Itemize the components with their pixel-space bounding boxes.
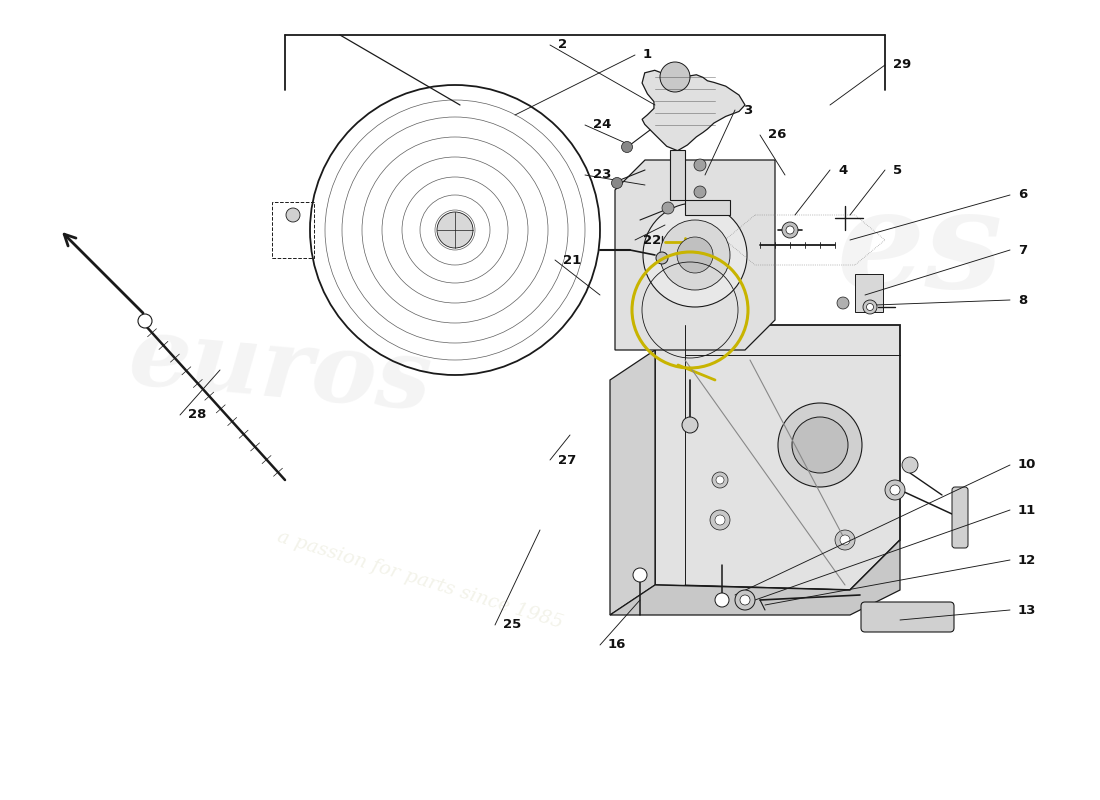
Polygon shape <box>642 70 745 150</box>
Circle shape <box>786 226 794 234</box>
Circle shape <box>621 142 632 153</box>
Text: 24: 24 <box>593 118 612 131</box>
Circle shape <box>612 178 623 189</box>
Circle shape <box>740 595 750 605</box>
Circle shape <box>660 220 730 290</box>
Text: 29: 29 <box>893 58 911 71</box>
Text: 8: 8 <box>1018 294 1027 306</box>
Circle shape <box>138 314 152 328</box>
Circle shape <box>735 590 755 610</box>
Text: a passion for parts since 1985: a passion for parts since 1985 <box>275 528 565 632</box>
Circle shape <box>716 476 724 484</box>
Circle shape <box>644 203 747 307</box>
Text: 28: 28 <box>188 409 207 422</box>
Text: 1: 1 <box>644 49 652 62</box>
Circle shape <box>694 159 706 171</box>
Text: 13: 13 <box>1018 603 1036 617</box>
Circle shape <box>682 417 698 433</box>
Circle shape <box>778 403 862 487</box>
Text: 21: 21 <box>563 254 581 266</box>
Circle shape <box>864 300 877 314</box>
Polygon shape <box>615 160 776 350</box>
Text: 12: 12 <box>1018 554 1036 566</box>
Circle shape <box>902 457 918 473</box>
Text: 22: 22 <box>644 234 661 246</box>
Circle shape <box>694 186 706 198</box>
Circle shape <box>867 303 873 310</box>
Circle shape <box>837 297 849 309</box>
Text: 26: 26 <box>768 129 786 142</box>
Polygon shape <box>610 540 900 615</box>
Polygon shape <box>610 350 654 615</box>
Circle shape <box>632 568 647 582</box>
Circle shape <box>676 237 713 273</box>
Text: 27: 27 <box>558 454 576 466</box>
Circle shape <box>886 480 905 500</box>
FancyBboxPatch shape <box>861 602 954 632</box>
Polygon shape <box>654 325 900 590</box>
FancyBboxPatch shape <box>952 487 968 548</box>
Text: es: es <box>837 183 1003 317</box>
Text: 10: 10 <box>1018 458 1036 471</box>
Circle shape <box>656 252 668 264</box>
Text: 25: 25 <box>503 618 521 631</box>
Circle shape <box>437 212 473 248</box>
Text: 11: 11 <box>1018 503 1036 517</box>
Text: 2: 2 <box>558 38 568 51</box>
Text: 16: 16 <box>608 638 626 651</box>
Circle shape <box>715 593 729 607</box>
Circle shape <box>890 485 900 495</box>
Circle shape <box>792 417 848 473</box>
Circle shape <box>660 62 690 92</box>
Circle shape <box>286 208 300 222</box>
Polygon shape <box>670 150 730 215</box>
Text: 4: 4 <box>838 163 847 177</box>
Circle shape <box>835 530 855 550</box>
Circle shape <box>710 510 730 530</box>
Text: 6: 6 <box>1018 189 1027 202</box>
Circle shape <box>840 535 850 545</box>
Text: 5: 5 <box>893 163 902 177</box>
FancyBboxPatch shape <box>855 274 883 312</box>
Text: 23: 23 <box>593 169 612 182</box>
Circle shape <box>712 472 728 488</box>
Text: 7: 7 <box>1018 243 1027 257</box>
Circle shape <box>782 222 797 238</box>
Text: 3: 3 <box>742 103 752 117</box>
Text: euros: euros <box>124 310 436 430</box>
Circle shape <box>662 202 674 214</box>
Circle shape <box>715 515 725 525</box>
